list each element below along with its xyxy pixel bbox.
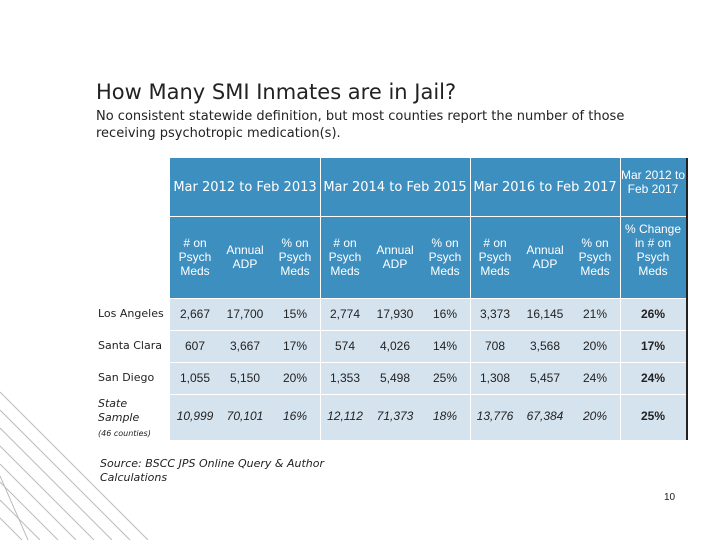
row-label: Santa Clara xyxy=(98,339,162,352)
table-cell: 16% xyxy=(282,409,308,423)
subheader: % Change in # on Psych Meds xyxy=(624,222,682,278)
table-divider xyxy=(620,158,621,440)
subheader: # on Psych Meds xyxy=(178,236,212,278)
table-row-background xyxy=(170,298,687,330)
page-number: 10 xyxy=(664,492,676,503)
table-header-background xyxy=(170,158,687,298)
table-cell: 708 xyxy=(484,339,506,353)
table-cell: 71,373 xyxy=(376,409,414,423)
table-row-background xyxy=(170,330,687,362)
table-cell: 14% xyxy=(432,339,458,353)
table-cell: 18% xyxy=(432,409,458,423)
table-cell: 70,101 xyxy=(226,409,264,423)
table-divider xyxy=(170,298,687,299)
table-cell: 24% xyxy=(640,371,666,385)
page-subtitle: No consistent statewide definition, but … xyxy=(96,109,625,141)
table-cell: 20% xyxy=(582,339,608,353)
table-cell: 1,055 xyxy=(179,371,211,385)
table-cell: 10,999 xyxy=(176,409,214,423)
subheader: % on Psych Meds xyxy=(428,236,462,278)
table-cell: 2,774 xyxy=(329,307,361,321)
table-cell: 4,026 xyxy=(379,339,411,353)
table-cell: 16,145 xyxy=(526,307,564,321)
table-cell: 574 xyxy=(334,339,356,353)
table-cell: 3,667 xyxy=(229,339,261,353)
table-cell: 16% xyxy=(432,307,458,321)
table-divider xyxy=(170,362,687,363)
table-cell: 12,112 xyxy=(327,409,363,423)
source-note: Source: BSCC JPS Online Query & Author C… xyxy=(100,457,324,484)
page-title: How Many SMI Inmates are in Jail? xyxy=(96,80,457,104)
group-header-2016: Mar 2016 to Feb 2017 xyxy=(473,180,617,195)
table-cell: 2,667 xyxy=(179,307,211,321)
subheader: % on Psych Meds xyxy=(278,236,312,278)
subheader: % on Psych Meds xyxy=(578,236,612,278)
table-cell: 25% xyxy=(432,371,458,385)
table-cell: 20% xyxy=(282,371,308,385)
table-cell: 17,700 xyxy=(226,307,264,321)
table-row-background xyxy=(170,394,687,440)
subheader: Annual ADP xyxy=(526,243,564,271)
table-cell: 15% xyxy=(282,307,308,321)
table-cell: 21% xyxy=(582,307,608,321)
subheader: Annual ADP xyxy=(376,243,414,271)
subheader: # on Psych Meds xyxy=(328,236,362,278)
table-divider xyxy=(320,158,321,440)
row-label: San Diego xyxy=(98,371,155,384)
table-cell: 1,353 xyxy=(329,371,361,385)
table-cell: 607 xyxy=(184,339,206,353)
group-header-2012: Mar 2012 to Feb 2013 xyxy=(173,180,317,195)
table-cell: 24% xyxy=(582,371,608,385)
table-cell: 5,498 xyxy=(379,371,411,385)
table-cell: 17% xyxy=(640,339,666,353)
table-row-background xyxy=(170,362,687,394)
table-cell: 13,776 xyxy=(476,409,514,423)
table-divider xyxy=(170,216,687,217)
row-label: State Sample xyxy=(98,397,140,424)
table-right-edge xyxy=(686,158,688,440)
table-cell: 25% xyxy=(640,409,666,423)
table-divider xyxy=(470,158,471,440)
subheader: # on Psych Meds xyxy=(478,236,512,278)
table-divider xyxy=(170,394,687,395)
table-cell: 26% xyxy=(640,307,666,321)
table-cell: 17% xyxy=(282,339,308,353)
table-cell: 20% xyxy=(582,409,608,423)
table-cell: 3,373 xyxy=(479,307,511,321)
row-label: Los Angeles xyxy=(98,307,164,320)
table-cell: 3,568 xyxy=(529,339,561,353)
group-header-2014: Mar 2014 to Feb 2015 xyxy=(323,180,467,195)
subheader: Annual ADP xyxy=(226,243,264,271)
group-header-change: Mar 2012 to Feb 2017 xyxy=(620,168,686,196)
table-cell: 5,150 xyxy=(229,371,261,385)
table-divider xyxy=(170,330,687,331)
table-cell: 5,457 xyxy=(529,371,561,385)
table-cell: 17,930 xyxy=(376,307,414,321)
table-cell: 1,308 xyxy=(479,371,511,385)
table-cell: 67,384 xyxy=(526,409,564,423)
row-note: (46 counties) xyxy=(98,429,151,438)
